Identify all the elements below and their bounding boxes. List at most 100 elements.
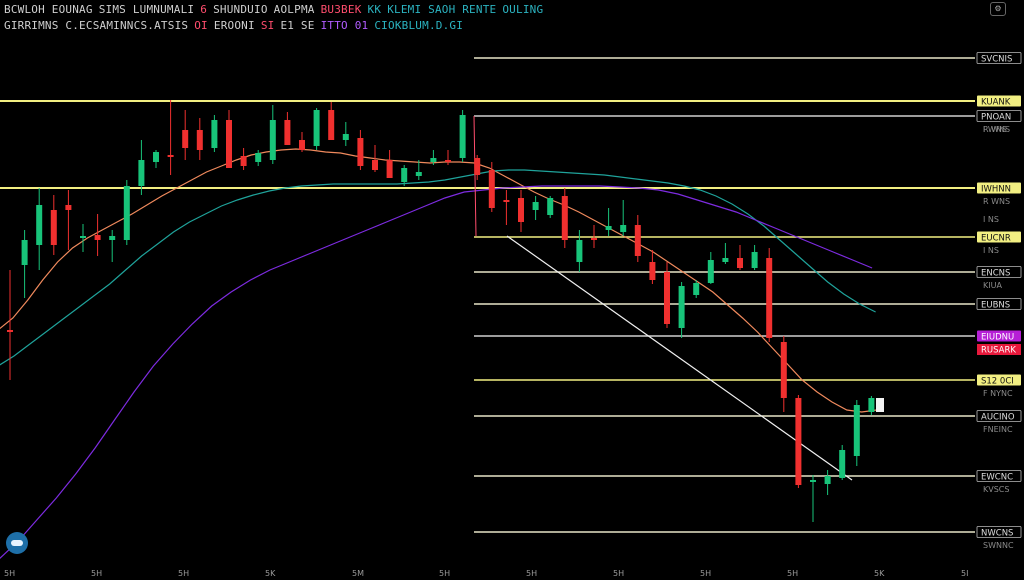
price-label-text: AUCINO <box>981 413 1015 423</box>
candle-body <box>795 398 802 485</box>
price-label-text: EUBNS <box>981 301 1010 311</box>
legend-line1-item: BCWLOH EOUNAG <box>4 3 93 16</box>
legend-line2-item: SI <box>260 19 275 32</box>
candle-body <box>693 283 700 295</box>
x-tick-label: 5H <box>439 569 450 578</box>
price-label-badge <box>977 374 1021 386</box>
x-tick-label: 5I <box>961 569 968 578</box>
x-tick-label: 5H <box>91 569 102 578</box>
x-tick-label: 5H <box>178 569 189 578</box>
legend-line2-item: EROONI <box>213 19 255 32</box>
candle-body <box>678 286 685 328</box>
trend-line <box>473 115 477 237</box>
candle-body <box>357 138 364 166</box>
price-label-badge <box>976 470 1022 482</box>
legend-line2-item: OI <box>194 19 208 32</box>
candle-body <box>153 152 159 162</box>
price-label-badge <box>977 231 1021 243</box>
x-tick-label: 5M <box>352 569 364 578</box>
legend-line2-item: E1 SE <box>280 19 315 32</box>
price-label-badge <box>977 182 1021 194</box>
moving-average-line <box>0 185 873 559</box>
legend-line2-item: ITTO 01 <box>320 19 369 32</box>
price-label-badge <box>976 298 1022 310</box>
x-tick-label: 5H <box>613 569 624 578</box>
candle-body <box>342 134 349 140</box>
price-label-text: SVCNIS <box>981 55 1012 65</box>
candle-body <box>722 258 729 262</box>
candle-body <box>853 405 860 456</box>
candle-body <box>839 450 846 478</box>
moving-average-line <box>0 169 876 366</box>
candle-body <box>707 260 714 283</box>
price-label-text: S12 0CI <box>981 377 1014 387</box>
price-label-text: EUCNR <box>981 234 1011 244</box>
candle-body <box>780 342 787 398</box>
candle-body <box>313 110 320 146</box>
x-tick-label: 5H <box>700 569 711 578</box>
candle-body <box>620 225 627 232</box>
candle-body <box>167 155 174 157</box>
price-lines-layer <box>0 57 975 533</box>
candle-body <box>430 158 437 162</box>
x-tick-label: 5K <box>874 569 885 578</box>
legend-line2-item: CIOKBLUM.D.GI <box>374 19 464 32</box>
price-label-text: EWCNC <box>981 473 1013 483</box>
x-tick-label: 5H <box>787 569 798 578</box>
price-label-badge <box>976 52 1022 64</box>
axis-tick-label: I NS <box>983 246 999 255</box>
trendline-layer <box>473 115 853 481</box>
price-label-badge <box>977 330 1021 342</box>
legend-line1-item: KLEMI SAOH RENTE <box>387 3 497 16</box>
legend-line1-item: BU3BEK <box>320 3 362 16</box>
candle-body <box>576 240 583 262</box>
candle-body <box>766 258 773 338</box>
candle-body <box>547 198 554 215</box>
trend-line <box>506 235 853 481</box>
candle-body <box>634 225 641 256</box>
candle-body <box>255 153 262 162</box>
price-label-text: KUANK <box>981 98 1011 108</box>
price-label-text: ENCNS <box>981 269 1010 279</box>
price-label-badge <box>976 110 1022 122</box>
candle-body <box>868 398 875 412</box>
candle-body <box>284 120 291 145</box>
candle-body <box>401 168 408 182</box>
price-label-badge <box>976 526 1022 538</box>
candle-body <box>211 120 218 148</box>
candle-body <box>21 240 28 265</box>
candle-body <box>876 398 884 412</box>
candle-body <box>182 130 189 148</box>
tradingview-logo-icon <box>6 532 28 554</box>
candle-body <box>532 202 539 210</box>
axis-tick-label: R WNS <box>983 197 1010 206</box>
candle-body <box>561 196 568 240</box>
price-label-text: NWCNS <box>981 529 1013 539</box>
candle-body <box>50 210 57 245</box>
indicator-legend-line-2[interactable]: GIRRIMNS C.ECSAMINNCS.ATSIS OI EROONI SI E1 … <box>4 19 469 32</box>
axis-tick-label: I WNS <box>983 125 1007 134</box>
candle-body <box>459 115 466 158</box>
candle-body <box>664 272 670 324</box>
price-label-badge <box>976 266 1022 278</box>
candle-body <box>240 156 247 166</box>
candle-body <box>94 235 101 240</box>
candle-body <box>196 130 203 150</box>
legend-line1-item: SIMS LUMNUMALI <box>98 3 195 16</box>
candle-body <box>328 110 335 140</box>
axis-tick-label: FNEINC <box>983 425 1013 434</box>
price-label-text: IWHNN <box>981 185 1011 195</box>
candle-body <box>372 160 378 170</box>
gear-icon[interactable]: ⚙ <box>990 2 1006 16</box>
candle-body <box>737 258 743 268</box>
price-label-text: EIUDNU <box>981 333 1014 343</box>
moving-average-line <box>0 148 877 413</box>
axis-tick-label: F NYNC <box>983 389 1013 398</box>
price-label-badge <box>977 95 1021 107</box>
candle-body <box>299 140 305 150</box>
candle-body <box>591 238 597 240</box>
candle-body <box>80 236 86 238</box>
price-label-text: RUSARK <box>981 346 1016 356</box>
indicator-legend-line-1[interactable]: BCWLOH EOUNAG SIMS LUMNUMALI 6 SHUNDUIO AOLP… <box>4 3 549 16</box>
